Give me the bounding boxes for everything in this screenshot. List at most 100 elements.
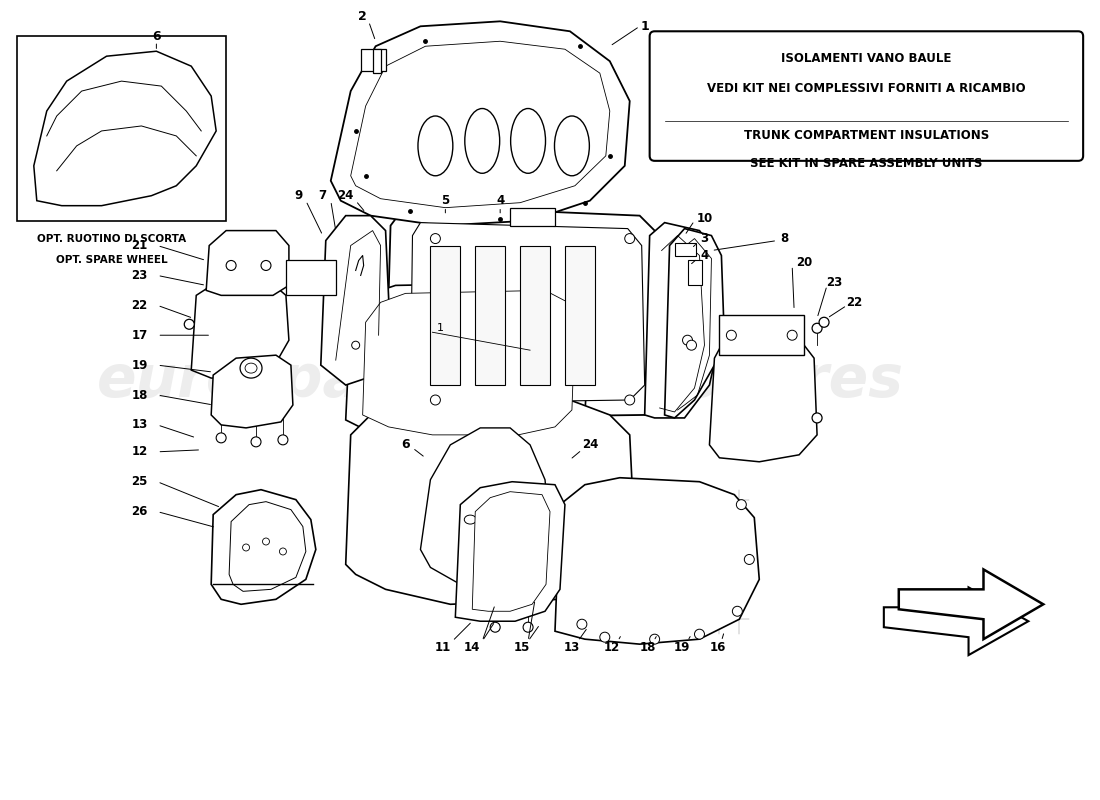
Ellipse shape bbox=[600, 632, 609, 642]
Ellipse shape bbox=[504, 520, 516, 529]
Text: 24: 24 bbox=[582, 438, 598, 451]
Polygon shape bbox=[475, 246, 505, 385]
Ellipse shape bbox=[217, 433, 227, 443]
Text: 24: 24 bbox=[338, 190, 354, 202]
Text: 7: 7 bbox=[319, 190, 327, 202]
Ellipse shape bbox=[227, 261, 236, 270]
Polygon shape bbox=[710, 345, 817, 462]
Ellipse shape bbox=[245, 363, 257, 373]
Polygon shape bbox=[345, 400, 635, 604]
Ellipse shape bbox=[263, 538, 270, 545]
Text: 4: 4 bbox=[701, 249, 708, 262]
Text: 1: 1 bbox=[437, 323, 444, 334]
Polygon shape bbox=[472, 492, 550, 611]
Ellipse shape bbox=[352, 342, 360, 349]
Polygon shape bbox=[420, 428, 550, 584]
Text: 23: 23 bbox=[131, 269, 147, 282]
Polygon shape bbox=[386, 206, 664, 418]
Ellipse shape bbox=[554, 116, 590, 176]
Ellipse shape bbox=[243, 544, 250, 551]
Ellipse shape bbox=[240, 358, 262, 378]
Ellipse shape bbox=[464, 515, 476, 524]
Polygon shape bbox=[556, 478, 759, 644]
Polygon shape bbox=[565, 246, 595, 385]
Ellipse shape bbox=[576, 619, 587, 630]
FancyBboxPatch shape bbox=[650, 31, 1084, 161]
Text: 19: 19 bbox=[673, 641, 690, 654]
Ellipse shape bbox=[251, 437, 261, 447]
Bar bbox=[361, 50, 386, 71]
Text: 8: 8 bbox=[780, 232, 789, 245]
Polygon shape bbox=[363, 290, 575, 435]
Text: 21: 21 bbox=[131, 239, 147, 252]
Polygon shape bbox=[899, 570, 1043, 639]
Text: 25: 25 bbox=[131, 475, 147, 488]
Text: 11: 11 bbox=[434, 641, 451, 654]
Ellipse shape bbox=[524, 622, 534, 632]
Bar bbox=[510, 208, 556, 226]
Polygon shape bbox=[520, 246, 550, 385]
Polygon shape bbox=[321, 216, 390, 385]
Ellipse shape bbox=[650, 634, 660, 644]
Polygon shape bbox=[206, 230, 289, 295]
Text: 10: 10 bbox=[696, 212, 713, 225]
Ellipse shape bbox=[812, 323, 822, 334]
Text: 26: 26 bbox=[131, 505, 147, 518]
Polygon shape bbox=[34, 51, 217, 206]
Ellipse shape bbox=[812, 413, 822, 423]
Ellipse shape bbox=[726, 330, 736, 340]
Text: 12: 12 bbox=[604, 641, 620, 654]
Ellipse shape bbox=[694, 630, 704, 639]
Text: 22: 22 bbox=[131, 299, 147, 312]
Bar bbox=[719, 315, 804, 355]
Polygon shape bbox=[191, 282, 289, 378]
Ellipse shape bbox=[736, 500, 746, 510]
Ellipse shape bbox=[278, 435, 288, 445]
Polygon shape bbox=[430, 246, 460, 385]
Polygon shape bbox=[211, 355, 293, 428]
Polygon shape bbox=[883, 587, 1028, 655]
Polygon shape bbox=[211, 490, 316, 604]
Text: 22: 22 bbox=[846, 296, 862, 309]
Polygon shape bbox=[410, 222, 645, 403]
Text: 20: 20 bbox=[796, 256, 812, 269]
Ellipse shape bbox=[490, 510, 502, 519]
Polygon shape bbox=[351, 42, 609, 208]
Polygon shape bbox=[229, 502, 306, 591]
Text: 9: 9 bbox=[295, 190, 302, 202]
Polygon shape bbox=[345, 282, 590, 445]
Text: 13: 13 bbox=[564, 641, 580, 654]
Text: 18: 18 bbox=[131, 389, 147, 402]
Text: eurospares: eurospares bbox=[535, 351, 904, 409]
Text: 1: 1 bbox=[640, 20, 649, 33]
Bar bbox=[16, 36, 227, 221]
Ellipse shape bbox=[682, 335, 693, 345]
Ellipse shape bbox=[625, 395, 635, 405]
Ellipse shape bbox=[261, 261, 271, 270]
Text: ISOLAMENTI VANO BAULE: ISOLAMENTI VANO BAULE bbox=[781, 52, 952, 65]
Text: 19: 19 bbox=[131, 358, 147, 372]
Text: 13: 13 bbox=[131, 418, 147, 431]
Ellipse shape bbox=[491, 622, 501, 632]
Text: 12: 12 bbox=[131, 446, 147, 458]
Ellipse shape bbox=[625, 234, 635, 243]
Ellipse shape bbox=[185, 319, 195, 330]
Text: 3: 3 bbox=[701, 232, 708, 245]
Ellipse shape bbox=[510, 109, 546, 174]
Polygon shape bbox=[645, 222, 719, 418]
Ellipse shape bbox=[279, 548, 286, 555]
Ellipse shape bbox=[788, 330, 798, 340]
Text: OPT. RUOTINO DI SCORTA: OPT. RUOTINO DI SCORTA bbox=[37, 234, 186, 243]
Text: 17: 17 bbox=[131, 329, 147, 342]
Ellipse shape bbox=[745, 554, 755, 565]
Text: SEE KIT IN SPARE ASSEMBLY UNITS: SEE KIT IN SPARE ASSEMBLY UNITS bbox=[750, 158, 982, 170]
Bar bbox=[286, 261, 336, 295]
Text: OPT. SPARE WHEEL: OPT. SPARE WHEEL bbox=[56, 255, 167, 266]
Ellipse shape bbox=[418, 116, 453, 176]
Text: 6: 6 bbox=[402, 438, 410, 451]
Bar bbox=[688, 261, 703, 286]
Ellipse shape bbox=[733, 606, 742, 616]
Text: 18: 18 bbox=[639, 641, 656, 654]
Text: TRUNK COMPARTMENT INSULATIONS: TRUNK COMPARTMENT INSULATIONS bbox=[744, 130, 989, 142]
Text: 16: 16 bbox=[710, 641, 726, 654]
